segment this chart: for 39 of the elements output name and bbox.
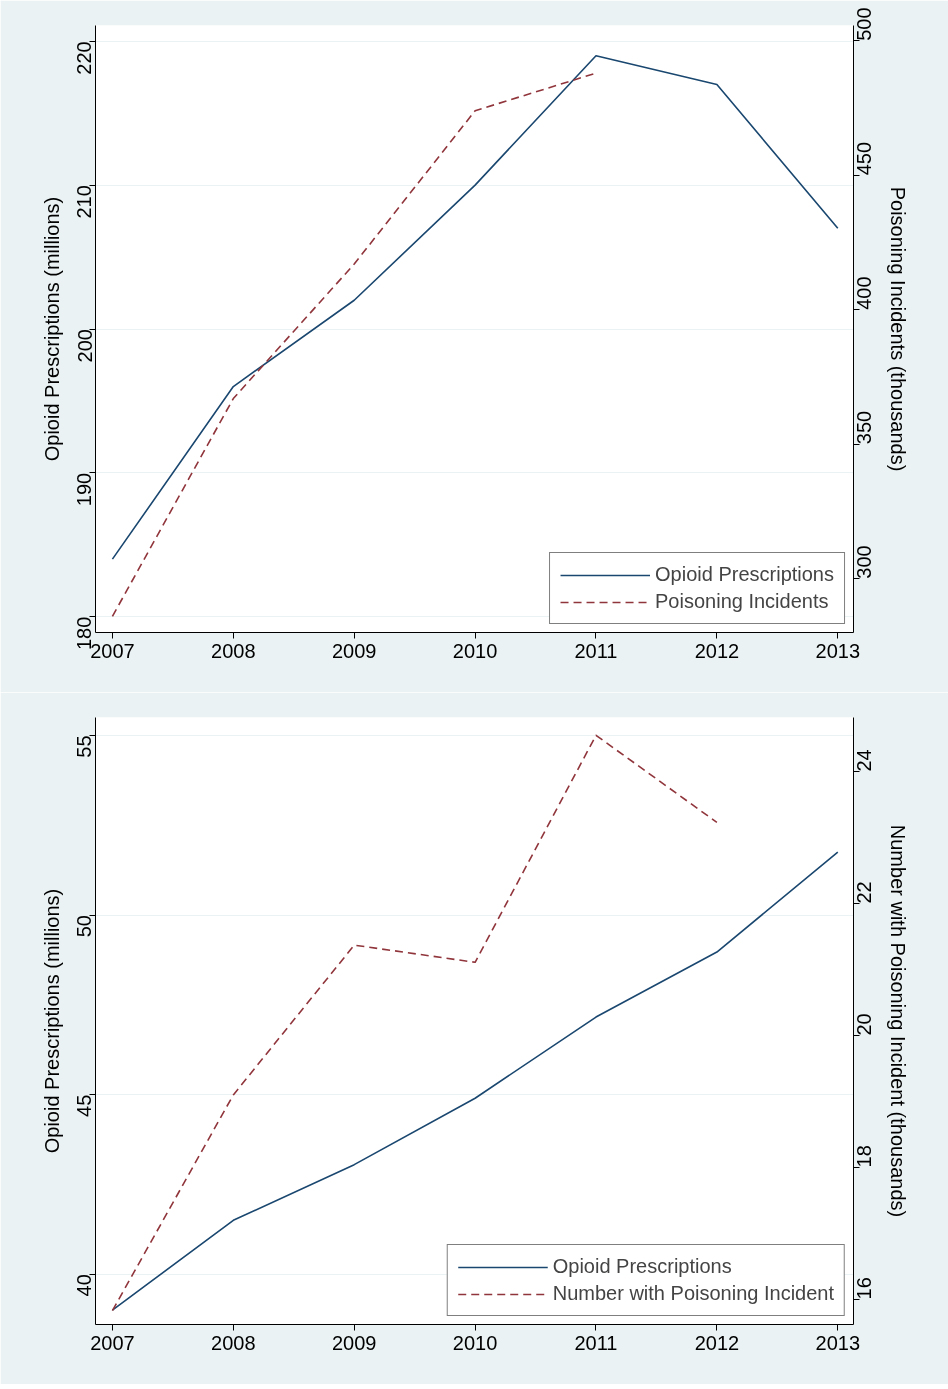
y2-tick-label: 22 (853, 881, 876, 904)
x-tick-label: 2012 (694, 639, 740, 662)
y-tick-label: 190 (73, 472, 96, 507)
y-axis-title: Opioid Prescriptions (millions) (40, 196, 63, 462)
y2-tick-label: 400 (853, 276, 876, 310)
x-tick-label: 2011 (574, 639, 618, 662)
y-tick-label: 220 (73, 41, 96, 75)
y-tick-label: 55 (73, 735, 96, 758)
y2-tick-label: 500 (853, 7, 876, 41)
y2-tick-label: 18 (853, 1145, 876, 1168)
x-tick-label: 2011 (574, 1331, 618, 1354)
y-tick-label: 40 (73, 1274, 96, 1297)
y2-tick-label: 24 (853, 749, 876, 772)
y-tick-label: 200 (73, 328, 96, 363)
x-tick-label: 2008 (211, 639, 256, 662)
y2-tick-label: 16 (853, 1277, 876, 1300)
legend-label: Number with Poisoning Incident (552, 1282, 834, 1305)
legend-label: Opioid Prescriptions (655, 563, 834, 586)
x-tick-label: 2010 (452, 639, 498, 662)
y2-tick-label: 300 (853, 545, 876, 579)
y-tick-label: 45 (73, 1094, 96, 1117)
y2-tick-label: 20 (853, 1013, 876, 1036)
x-tick-label: 2012 (694, 1331, 740, 1354)
y2-tick-label: 450 (853, 141, 876, 176)
x-tick-label: 2007 (90, 1331, 135, 1354)
x-tick-label: 2010 (452, 1331, 498, 1354)
y-tick-label: 210 (73, 185, 96, 219)
legend-label: Opioid Prescriptions (552, 1255, 732, 1278)
x-tick-label: 2013 (815, 639, 861, 662)
y2-tick-label: 350 (853, 410, 876, 445)
y2-axis-title: Poisoning Incidents (thousands) (886, 186, 909, 472)
x-tick-label: 2009 (331, 1331, 377, 1354)
legend-label: Poisoning Incidents (655, 590, 829, 613)
y-tick-label: 50 (73, 915, 96, 938)
x-tick-label: 2008 (211, 1331, 256, 1354)
y-axis-title: Opioid Prescriptions (millions) (40, 888, 63, 1154)
y2-axis-title: Number with Poisoning Incident (thousands) (886, 824, 909, 1218)
x-tick-label: 2013 (815, 1331, 861, 1354)
x-tick-label: 2009 (331, 639, 377, 662)
